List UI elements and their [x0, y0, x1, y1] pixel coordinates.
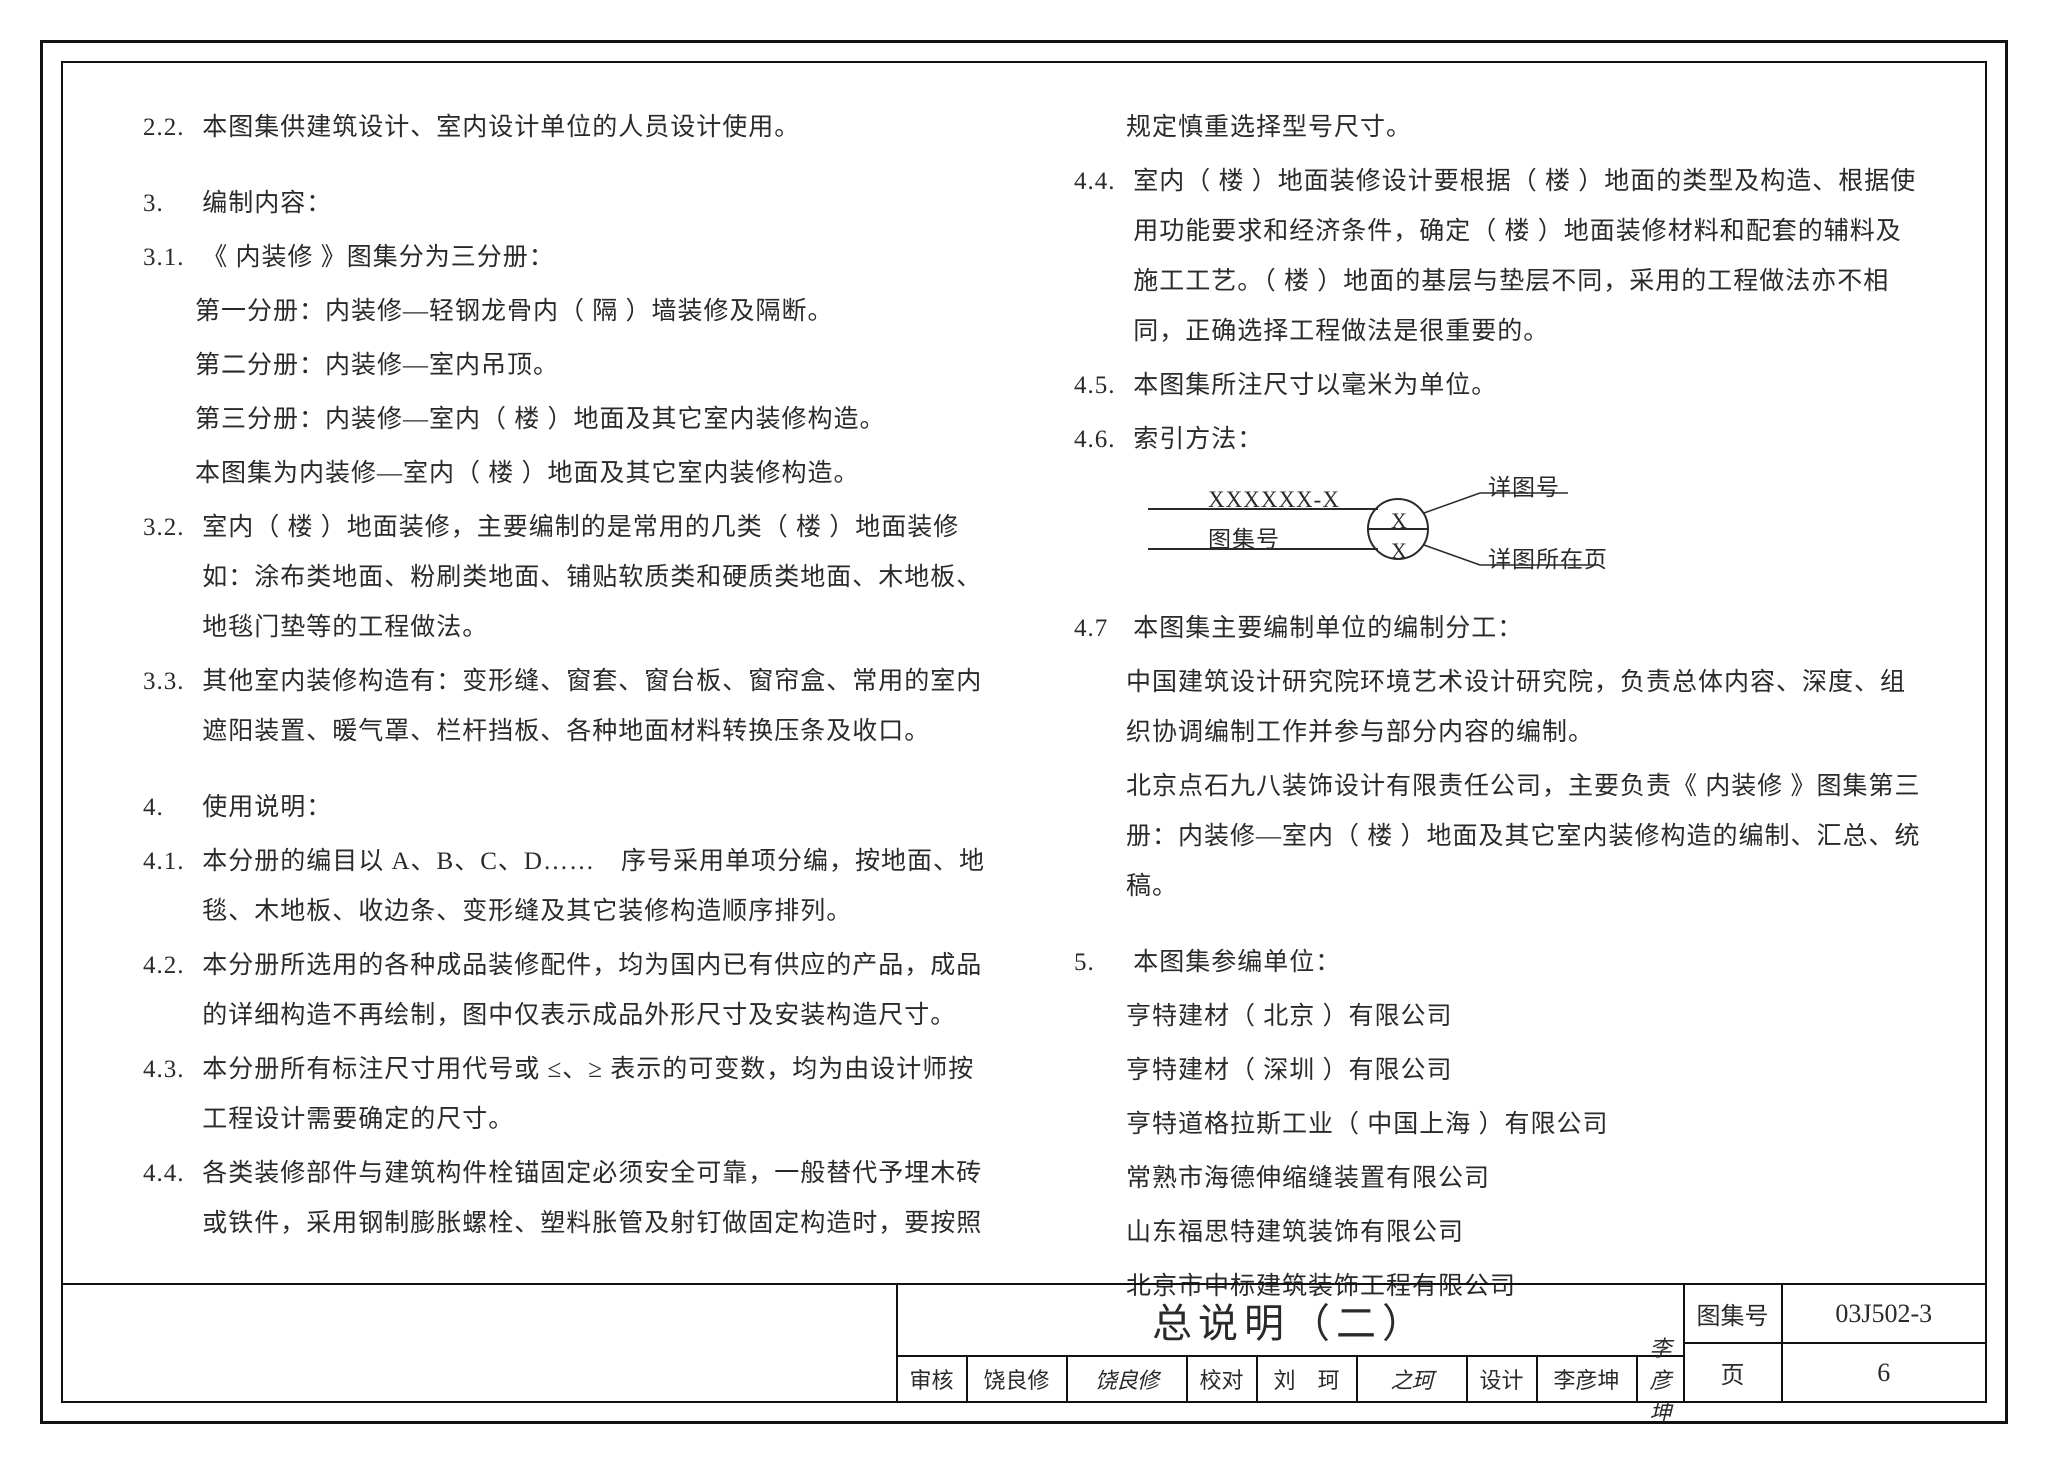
page-inner-border: 2.2. 本图集供建筑设计、室内设计单位的人员设计使用。 3. 编制内容： 3.…	[61, 61, 1987, 1403]
text: 索引方法：	[1133, 415, 1924, 465]
para-4-1: 4.1. 本分册的编目以 A、B、C、D…… 序号采用单项分编，按地面、地毯、木…	[143, 837, 994, 937]
para-4-7b: 北京点石九八装饰设计有限责任公司，主要负责《 内装修 》图集第三册：内装修—室内…	[1074, 762, 1925, 912]
text: 本图集参编单位：	[1133, 938, 1924, 988]
num: 5.	[1074, 938, 1126, 988]
text: 本分册所有标注尺寸用代号或 ≤、≥ 表示的可变数，均为由设计师按工程设计需要确定…	[202, 1045, 993, 1145]
text: 本分册所选用的各种成品装修配件，均为国内已有供应的产品，成品的详细构造不再绘制，…	[202, 941, 993, 1041]
page-label: 页	[1685, 1344, 1783, 1401]
para-4-6: 4.6. 索引方法：	[1074, 415, 1925, 465]
para-4-7: 4.7 本图集主要编制单位的编制分工：	[1074, 604, 1925, 654]
para-4-5: 4.5. 本图集所注尺寸以毫米为单位。	[1074, 361, 1925, 411]
para-5: 5. 本图集参编单位：	[1074, 938, 1925, 988]
para-3-1: 3.1. 《 内装修 》图集分为三分册：	[143, 233, 994, 283]
review-signature: 饶良修	[1068, 1357, 1188, 1401]
para-4-4-right: 4.4. 室内（ 楼 ）地面装修设计要根据（ 楼 ）地面的类型及构造、根据使用功…	[1074, 157, 1925, 357]
para-5a: 亨特建材（ 北京 ）有限公司	[1074, 992, 1925, 1042]
title-block-right: 图集号 03J502-3 页 6	[1683, 1285, 1985, 1401]
para-3-2: 3.2. 室内（ 楼 ）地面装修，主要编制的是常用的几类（ 楼 ）地面装修如：涂…	[143, 503, 994, 653]
para-3-1a: 第一分册：内装修—轻钢龙骨内（ 隔 ）墙装修及隔断。	[143, 287, 994, 337]
design-label: 设计	[1468, 1357, 1538, 1401]
para-5b: 亨特建材（ 深圳 ）有限公司	[1074, 1046, 1925, 1096]
num: 4.6.	[1074, 415, 1126, 465]
atlas-label: 图集号	[1685, 1285, 1783, 1342]
num: 4.7	[1074, 604, 1126, 654]
text: 本图集所注尺寸以毫米为单位。	[1133, 361, 1924, 411]
page-outer-border: 2.2. 本图集供建筑设计、室内设计单位的人员设计使用。 3. 编制内容： 3.…	[40, 40, 2008, 1424]
num: 4.2.	[143, 941, 195, 991]
body-content: 2.2. 本图集供建筑设计、室内设计单位的人员设计使用。 3. 编制内容： 3.…	[63, 63, 1985, 1283]
check-name: 刘 珂	[1258, 1357, 1358, 1401]
text: 《 内装修 》图集分为三分册：	[202, 233, 993, 283]
num: 3.2.	[143, 503, 195, 553]
dia-x2: X	[1391, 529, 1408, 573]
num: 4.1.	[143, 837, 195, 887]
num: 3.	[143, 179, 195, 229]
para-3-3: 3.3. 其他室内装修构造有：变形缝、窗套、窗台板、窗帘盒、常用的室内遮阳装置、…	[143, 657, 994, 757]
para-3-1d: 本图集为内装修—室内（ 楼 ）地面及其它室内装修构造。	[143, 449, 994, 499]
title-block: 总说明（二） 审核 饶良修 饶良修 校对 刘 珂 之珂 设计 李彦坤 李彦坤 图…	[63, 1283, 1985, 1401]
para-4-2: 4.2. 本分册所选用的各种成品装修配件，均为国内已有供应的产品，成品的详细构造…	[143, 941, 994, 1041]
review-label: 审核	[898, 1357, 968, 1401]
signature-row: 审核 饶良修 饶良修 校对 刘 珂 之珂 设计 李彦坤 李彦坤	[898, 1355, 1683, 1401]
design-name: 李彦坤	[1538, 1357, 1638, 1401]
dia-detail-page: 详图所在页	[1488, 537, 1608, 583]
title-block-middle: 总说明（二） 审核 饶良修 饶良修 校对 刘 珂 之珂 设计 李彦坤 李彦坤	[896, 1285, 1683, 1401]
index-method-diagram: XXXXXX-X 图集号 X X 详图号 详图所在页	[1128, 473, 1648, 588]
text: 使用说明：	[202, 783, 993, 833]
dia-detail-no: 详图号	[1488, 465, 1560, 511]
page-value: 6	[1783, 1344, 1985, 1401]
check-label: 校对	[1188, 1357, 1258, 1401]
title-block-left-blank	[63, 1285, 896, 1401]
text: 室内（ 楼 ）地面装修，主要编制的是常用的几类（ 楼 ）地面装修如：涂布类地面、…	[202, 503, 993, 653]
num: 4.	[143, 783, 195, 833]
para-3-1b: 第二分册：内装修—室内吊顶。	[143, 341, 994, 391]
num: 4.4.	[1074, 157, 1126, 207]
num: 4.5.	[1074, 361, 1126, 411]
num: 3.1.	[143, 233, 195, 283]
right-column: 规定慎重选择型号尺寸。 4.4. 室内（ 楼 ）地面装修设计要根据（ 楼 ）地面…	[1034, 103, 1925, 1273]
num: 2.2.	[143, 103, 195, 153]
dia-atlas: 图集号	[1208, 517, 1280, 563]
text: 本图集供建筑设计、室内设计单位的人员设计使用。	[202, 103, 993, 153]
sheet-title: 总说明（二）	[898, 1285, 1683, 1355]
atlas-row: 图集号 03J502-3	[1685, 1285, 1985, 1344]
left-column: 2.2. 本图集供建筑设计、室内设计单位的人员设计使用。 3. 编制内容： 3.…	[143, 103, 1034, 1273]
design-signature: 李彦坤	[1638, 1357, 1683, 1401]
para-4-7a: 中国建筑设计研究院环境艺术设计研究院，负责总体内容、深度、组织协调编制工作并参与…	[1074, 658, 1925, 758]
para-5c: 亨特道格拉斯工业（ 中国上海 ）有限公司	[1074, 1100, 1925, 1150]
num: 4.3.	[143, 1045, 195, 1095]
para-2-2: 2.2. 本图集供建筑设计、室内设计单位的人员设计使用。	[143, 103, 994, 153]
para-3: 3. 编制内容：	[143, 179, 994, 229]
text: 各类装修部件与建筑构件栓锚固定必须安全可靠，一般替代予埋木砖或铁件，采用钢制膨胀…	[202, 1149, 993, 1249]
review-name: 饶良修	[968, 1357, 1068, 1401]
text: 其他室内装修构造有：变形缝、窗套、窗台板、窗帘盒、常用的室内遮阳装置、暖气罩、栏…	[202, 657, 993, 757]
check-signature: 之珂	[1358, 1357, 1468, 1401]
page-row: 页 6	[1685, 1344, 1985, 1401]
atlas-value: 03J502-3	[1783, 1285, 1985, 1342]
para-4-4-left: 4.4. 各类装修部件与建筑构件栓锚固定必须安全可靠，一般替代予埋木砖或铁件，采…	[143, 1149, 994, 1249]
para-5e: 山东福思特建筑装饰有限公司	[1074, 1208, 1925, 1258]
para-4-3: 4.3. 本分册所有标注尺寸用代号或 ≤、≥ 表示的可变数，均为由设计师按工程设…	[143, 1045, 994, 1145]
para-5d: 常熟市海德伸缩缝装置有限公司	[1074, 1154, 1925, 1204]
text: 编制内容：	[202, 179, 993, 229]
text: 本分册的编目以 A、B、C、D…… 序号采用单项分编，按地面、地毯、木地板、收边…	[202, 837, 993, 937]
num: 4.4.	[143, 1149, 195, 1199]
num: 3.3.	[143, 657, 195, 707]
para-3-1c: 第三分册：内装修—室内（ 楼 ）地面及其它室内装修构造。	[143, 395, 994, 445]
text: 室内（ 楼 ）地面装修设计要根据（ 楼 ）地面的类型及构造、根据使用功能要求和经…	[1133, 157, 1924, 357]
para-4-4-cont: 规定慎重选择型号尺寸。	[1074, 103, 1925, 153]
text: 本图集主要编制单位的编制分工：	[1133, 604, 1924, 654]
para-4: 4. 使用说明：	[143, 783, 994, 833]
